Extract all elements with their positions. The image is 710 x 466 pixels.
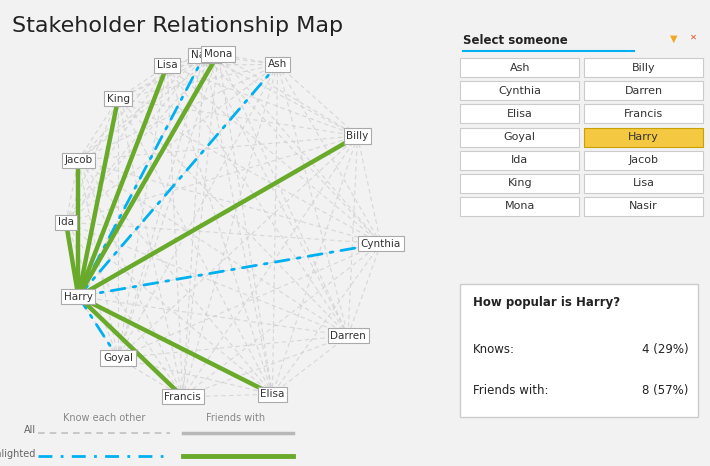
FancyBboxPatch shape: [460, 82, 579, 100]
Text: Ash: Ash: [268, 59, 288, 69]
Text: All: All: [23, 425, 36, 435]
Text: Billy: Billy: [346, 131, 368, 141]
Text: Nasir: Nasir: [191, 50, 218, 60]
Text: Ida: Ida: [511, 155, 528, 165]
Text: Jacob: Jacob: [65, 155, 92, 165]
FancyBboxPatch shape: [584, 174, 703, 193]
Text: Select someone: Select someone: [463, 34, 567, 47]
FancyBboxPatch shape: [584, 104, 703, 123]
Text: Darren: Darren: [624, 86, 662, 96]
FancyBboxPatch shape: [584, 82, 703, 100]
Text: 4 (29%): 4 (29%): [642, 343, 688, 356]
FancyBboxPatch shape: [584, 197, 703, 216]
Text: Ida: Ida: [58, 217, 74, 227]
FancyBboxPatch shape: [460, 151, 579, 170]
Text: Elisa: Elisa: [507, 109, 532, 119]
Text: ▼: ▼: [670, 34, 677, 44]
Text: ✕: ✕: [689, 33, 697, 42]
FancyBboxPatch shape: [460, 58, 579, 77]
Text: Darren: Darren: [330, 331, 366, 341]
Text: Francis: Francis: [165, 392, 201, 402]
FancyBboxPatch shape: [584, 128, 703, 146]
Text: Harry highlighted: Harry highlighted: [0, 449, 36, 459]
Text: Harry: Harry: [628, 132, 659, 142]
Text: Lisa: Lisa: [633, 178, 655, 188]
FancyBboxPatch shape: [584, 58, 703, 77]
Text: Nasir: Nasir: [629, 201, 658, 212]
Text: Know each other: Know each other: [62, 413, 145, 424]
FancyBboxPatch shape: [460, 104, 579, 123]
Text: Lisa: Lisa: [157, 61, 178, 70]
Text: How popular is Harry?: How popular is Harry?: [473, 296, 620, 309]
Text: Ash: Ash: [510, 63, 530, 73]
FancyBboxPatch shape: [460, 197, 579, 216]
Text: Knows:: Knows:: [473, 343, 515, 356]
Text: Stakeholder Relationship Map: Stakeholder Relationship Map: [11, 16, 343, 35]
Text: King: King: [106, 94, 129, 104]
Text: Elisa: Elisa: [261, 389, 285, 399]
Text: Mona: Mona: [204, 49, 232, 59]
FancyBboxPatch shape: [460, 128, 579, 146]
FancyBboxPatch shape: [460, 174, 579, 193]
Text: 8 (57%): 8 (57%): [642, 384, 688, 397]
Text: Friends with:: Friends with:: [473, 384, 548, 397]
Text: Cynthia: Cynthia: [498, 86, 541, 96]
Text: Friends with: Friends with: [207, 413, 266, 424]
Text: King: King: [508, 178, 532, 188]
Text: Francis: Francis: [624, 109, 663, 119]
Text: Harry: Harry: [64, 292, 93, 302]
Text: Billy: Billy: [632, 63, 655, 73]
Text: Jacob: Jacob: [628, 155, 658, 165]
Text: Goyal: Goyal: [103, 353, 133, 363]
Text: Goyal: Goyal: [504, 132, 536, 142]
Text: Cynthia: Cynthia: [361, 239, 401, 248]
FancyBboxPatch shape: [460, 284, 698, 417]
Text: Mona: Mona: [505, 201, 535, 212]
FancyBboxPatch shape: [584, 151, 703, 170]
